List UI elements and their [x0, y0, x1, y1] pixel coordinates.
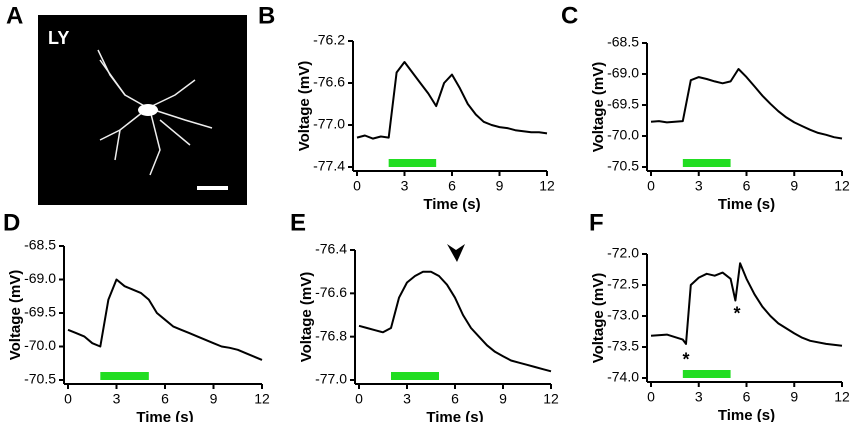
y-tick-label: -69.0 [24, 270, 56, 286]
soma [138, 104, 158, 116]
y-tick-label: -69.5 [607, 96, 639, 112]
x-tick-label: 9 [499, 391, 507, 407]
y-tick-label: -69.5 [24, 304, 56, 320]
y-tick-label: -77.0 [315, 371, 347, 387]
y-tick-label: -68.5 [24, 237, 56, 253]
y-tick-label: -76.8 [315, 327, 347, 343]
y-tick-label: -69.0 [607, 65, 639, 81]
panel-letter: A [6, 2, 23, 29]
x-tick-label: 9 [210, 391, 218, 407]
panel-letter: E [290, 209, 306, 236]
x-tick-label: 6 [161, 391, 169, 407]
x-tick-label: 6 [448, 178, 456, 194]
x-tick-label: 9 [790, 389, 798, 405]
trace [650, 262, 843, 347]
stimulus-bar [388, 159, 437, 167]
trace [650, 68, 843, 140]
annotation: * [733, 304, 740, 324]
x-axis-label: Time (s) [426, 409, 483, 422]
process [147, 107, 213, 129]
cell [97, 49, 213, 176]
y-tick-label: -70.0 [607, 127, 639, 143]
x-tick-label: 3 [695, 389, 703, 405]
y-tick-label: -73.5 [607, 338, 639, 354]
x-tick-label: 6 [743, 178, 751, 194]
x-tick-label: 12 [834, 389, 850, 405]
x-tick-label: 12 [254, 391, 270, 407]
y-tick-label: -74.0 [607, 369, 639, 385]
stimulus-bar [391, 372, 439, 380]
x-tick-label: 3 [113, 391, 121, 407]
x-tick-label: 9 [496, 178, 504, 194]
trace [358, 270, 552, 373]
panel-letter: C [561, 2, 578, 29]
y-tick-label: -77.0 [313, 116, 345, 132]
x-tick-label: 3 [695, 178, 703, 194]
process [97, 49, 126, 96]
process [159, 119, 191, 146]
arrowhead [447, 244, 465, 262]
y-tick-label: -70.0 [24, 337, 56, 353]
x-tick-label: 0 [353, 178, 361, 194]
x-axis-label: Time (s) [423, 196, 480, 213]
y-tick-label: -76.4 [315, 241, 347, 257]
y-tick-label: -70.5 [607, 158, 639, 174]
panel-letter: D [3, 209, 20, 236]
y-tick-label: -73.0 [607, 307, 639, 323]
x-tick-label: 0 [647, 178, 655, 194]
trace [67, 278, 263, 361]
y-axis-label: Voltage (mV) [590, 62, 607, 153]
x-tick-label: 3 [401, 178, 409, 194]
stimulus-bar [682, 159, 731, 167]
x-tick-label: 0 [647, 389, 655, 405]
x-axis-label: Time (s) [718, 196, 775, 213]
x-tick-label: 0 [355, 391, 363, 407]
image-label: LY [48, 28, 69, 48]
panel-letter: F [589, 209, 604, 236]
x-tick-label: 3 [403, 391, 411, 407]
y-tick-label: -76.6 [313, 74, 345, 90]
x-tick-label: 9 [790, 178, 798, 194]
stimulus-bar [100, 372, 149, 380]
x-axis-label: Time (s) [718, 407, 775, 422]
x-tick-label: 12 [834, 178, 850, 194]
x-axis-label: Time (s) [136, 409, 193, 422]
y-tick-label: -76.6 [315, 284, 347, 300]
y-tick-label: -76.2 [313, 32, 345, 48]
y-tick-label: -72.5 [607, 276, 639, 292]
x-tick-label: 0 [64, 391, 72, 407]
x-tick-label: 12 [539, 178, 555, 194]
y-axis-label: Voltage (mV) [298, 272, 315, 363]
y-tick-label: -77.4 [313, 158, 345, 174]
y-tick-label: -70.5 [24, 371, 56, 387]
panel-letter: B [258, 2, 275, 29]
x-tick-label: 12 [543, 391, 559, 407]
y-axis-label: Voltage (mV) [590, 273, 607, 364]
x-tick-label: 6 [743, 389, 751, 405]
y-axis-label: Voltage (mV) [296, 61, 313, 152]
process [149, 109, 161, 176]
y-tick-label: -72.0 [607, 245, 639, 261]
process [147, 79, 196, 109]
x-tick-label: 6 [451, 391, 459, 407]
trace [356, 61, 548, 140]
annotation: * [683, 349, 690, 369]
y-axis-label: Voltage (mV) [7, 270, 24, 361]
process [114, 129, 121, 161]
y-tick-label: -68.5 [607, 34, 639, 50]
stimulus-bar [682, 370, 731, 378]
